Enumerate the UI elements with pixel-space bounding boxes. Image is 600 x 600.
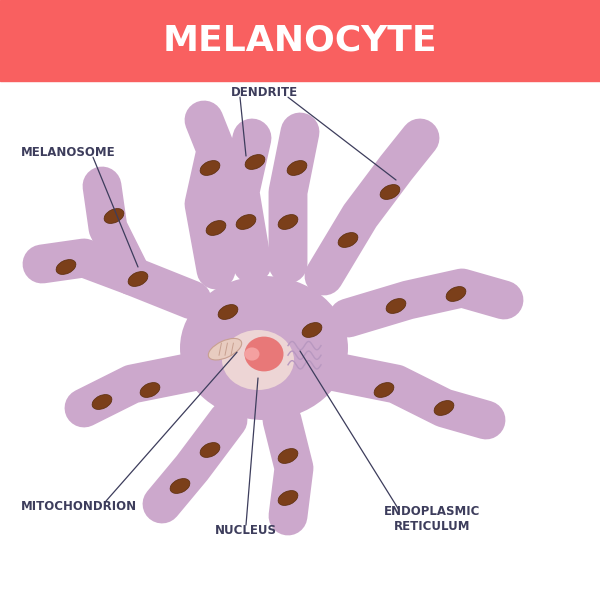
Text: DENDRITE: DENDRITE [230,86,298,100]
Ellipse shape [190,107,218,133]
Bar [0,0,600,81]
Ellipse shape [472,407,500,433]
Ellipse shape [338,233,358,247]
Ellipse shape [170,479,190,493]
Ellipse shape [278,215,298,229]
Ellipse shape [245,155,265,169]
Ellipse shape [180,276,348,420]
Ellipse shape [278,491,298,505]
Ellipse shape [274,503,302,529]
Ellipse shape [406,125,434,151]
Ellipse shape [278,449,298,463]
Ellipse shape [140,383,160,397]
Ellipse shape [287,161,307,175]
Ellipse shape [70,395,98,421]
Ellipse shape [236,215,256,229]
Text: MITOCHONDRION: MITOCHONDRION [21,500,137,514]
Ellipse shape [490,287,518,313]
Ellipse shape [386,299,406,313]
Ellipse shape [286,119,314,145]
Ellipse shape [446,287,466,301]
Ellipse shape [245,337,284,371]
Ellipse shape [238,125,266,151]
Ellipse shape [104,209,124,223]
Text: NUCLEUS: NUCLEUS [215,524,277,538]
Ellipse shape [28,251,56,277]
Ellipse shape [218,305,238,319]
Ellipse shape [302,323,322,337]
Ellipse shape [200,443,220,457]
Ellipse shape [200,161,220,175]
Text: MELANOSOME: MELANOSOME [21,146,116,160]
Ellipse shape [222,330,294,390]
Ellipse shape [128,272,148,286]
Ellipse shape [434,401,454,415]
Ellipse shape [56,260,76,274]
Ellipse shape [380,185,400,199]
Ellipse shape [206,221,226,235]
Text: ENDOPLASMIC
RETICULUM: ENDOPLASMIC RETICULUM [384,505,480,533]
Ellipse shape [374,383,394,397]
Ellipse shape [148,491,176,517]
Ellipse shape [88,173,116,199]
Ellipse shape [245,347,260,361]
Text: MELANOCYTE: MELANOCYTE [163,23,437,58]
Ellipse shape [92,395,112,409]
Ellipse shape [208,338,242,360]
